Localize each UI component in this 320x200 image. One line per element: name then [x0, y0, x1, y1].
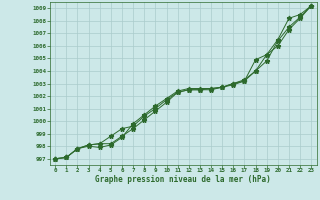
X-axis label: Graphe pression niveau de la mer (hPa): Graphe pression niveau de la mer (hPa)	[95, 175, 271, 184]
